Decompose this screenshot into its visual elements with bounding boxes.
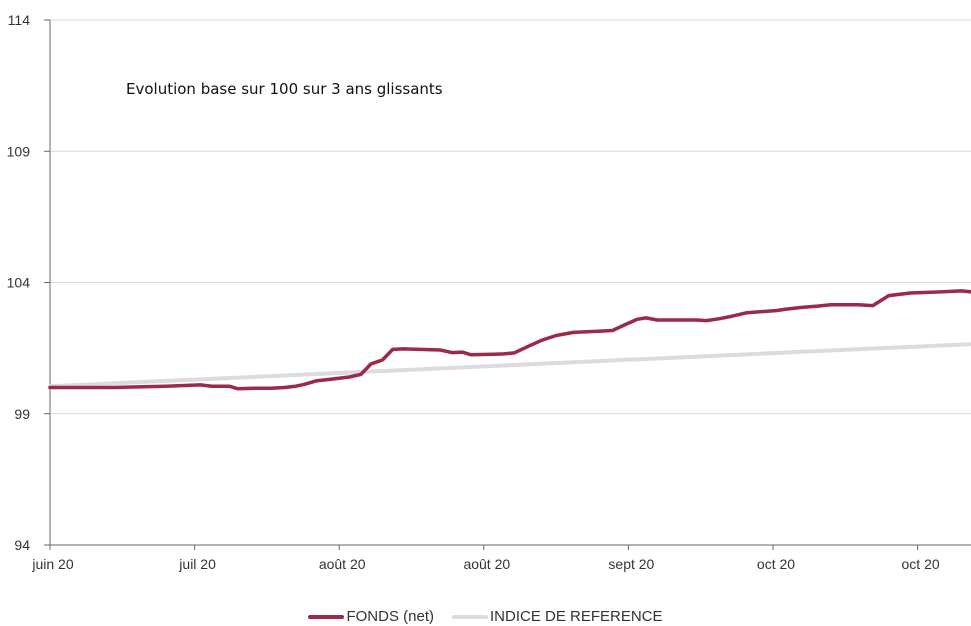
chart-subtitle: Evolution base sur 100 sur 3 ans glissan… — [126, 80, 443, 98]
tick-labels: 94 99 104 109 114 juin 20 juil 20 août 20 août 2… — [7, 12, 940, 572]
legend-label-indice: INDICE DE REFERENCE — [489, 608, 663, 625]
series-line-fonds — [48, 289, 971, 391]
y-tick-label: 94 — [14, 537, 30, 553]
x-tick-label: oct 20 — [757, 556, 795, 572]
y-tick-label: 109 — [7, 143, 31, 159]
gridlines — [50, 19, 971, 415]
legend-label-fonds: FONDS (net) — [346, 608, 434, 625]
series-layer — [48, 289, 971, 391]
legend-item-fonds: FONDS (net) — [308, 608, 434, 625]
x-tick-label: sept 20 — [608, 556, 654, 572]
line-chart: 94 99 104 109 114 juin 20 juil 20 août 20 août 2… — [7, 12, 971, 572]
x-tick-label: juil 20 — [178, 556, 216, 572]
x-tick-label: oct 20 — [902, 556, 940, 572]
x-tick-label: juin 20 — [31, 556, 73, 572]
x-tick-label: août 20 — [319, 556, 366, 572]
legend-swatch-indice — [451, 614, 488, 619]
legend: FONDS (net) INDICE DE REFERENCE — [0, 608, 971, 625]
legend-swatch-fonds — [308, 614, 345, 619]
y-tick-label: 104 — [7, 275, 31, 291]
axes — [44, 19, 971, 550]
x-tick-label: août 20 — [463, 556, 510, 572]
series-line-indice — [48, 342, 971, 389]
legend-item-indice: INDICE DE REFERENCE — [451, 608, 663, 625]
y-tick-label: 114 — [8, 12, 31, 28]
y-tick-label: 99 — [14, 406, 30, 422]
